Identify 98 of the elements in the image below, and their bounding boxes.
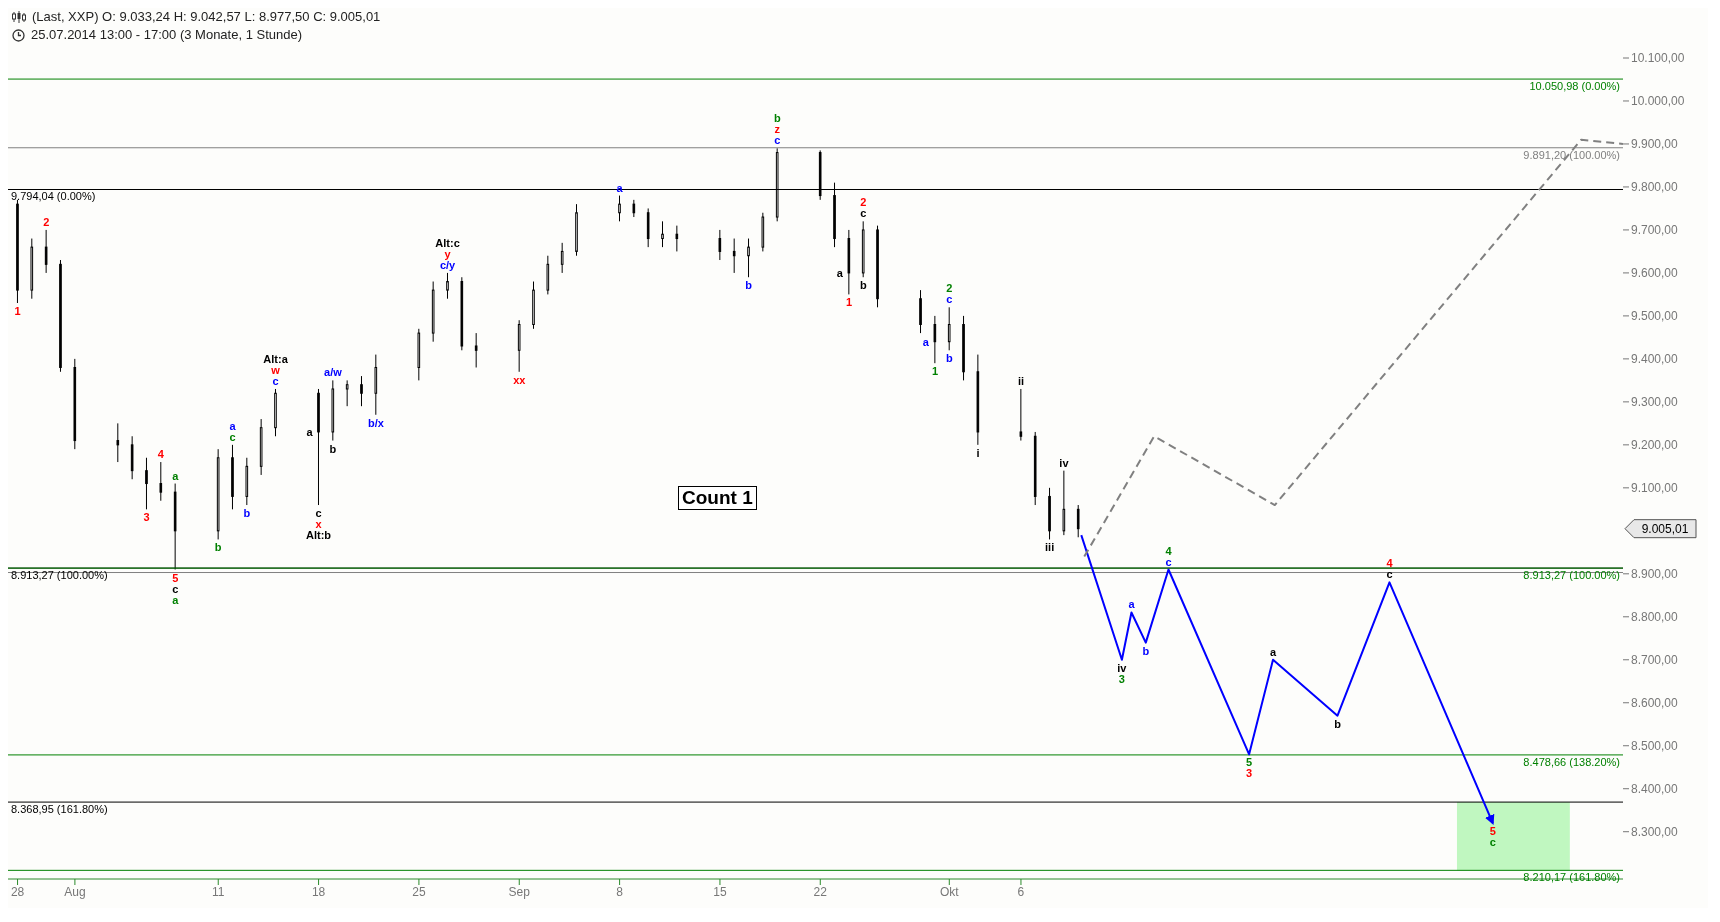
y-tick-label: 8.600,00 xyxy=(1631,696,1679,711)
annotation: c xyxy=(1489,836,1496,849)
annotation: 2 xyxy=(946,282,953,295)
annotation: a xyxy=(172,593,180,606)
ref-line-label: 8.478,66 (138.20%) xyxy=(1523,755,1620,768)
annotation: 3 xyxy=(1118,672,1125,685)
x-tick-label: 11 xyxy=(212,884,225,899)
annotation: a xyxy=(836,266,844,279)
annotation: a xyxy=(1128,598,1136,611)
y-tick-label: 8.900,00 xyxy=(1631,567,1679,582)
annotation: b xyxy=(773,112,781,125)
annotation: b xyxy=(859,279,867,292)
annotation: 4 xyxy=(1165,544,1173,557)
text: 9.005,01 xyxy=(1641,521,1689,536)
annotation: iv xyxy=(1059,456,1070,469)
annotation: 1 xyxy=(14,305,21,318)
annotation: 2 xyxy=(860,196,867,209)
ref-line-label: 8.210,17 (161.80%) xyxy=(1523,871,1620,884)
chart-title: (Last, XXP) O: 9.033,24 H: 9.042,57 L: 8.977,50 C: 9.005,01 xyxy=(32,8,381,26)
ref-line-label: 10.050,98 (0.00%) xyxy=(1529,79,1620,92)
annotation: b/x xyxy=(367,416,385,429)
y-tick-label: 10.100,00 xyxy=(1631,51,1685,66)
y-tick-label: 9.700,00 xyxy=(1631,223,1679,238)
annotation: y xyxy=(444,247,452,260)
annotation: a xyxy=(922,335,930,348)
annotation: b xyxy=(214,541,222,554)
annotation: c xyxy=(229,430,236,443)
y-tick-label: 8.500,00 xyxy=(1631,739,1679,754)
annotation: a xyxy=(306,425,314,438)
ref-line-label: 8.368,95 (161.80%) xyxy=(11,802,108,815)
annotation: 1 xyxy=(931,365,939,378)
y-tick-label: 8.800,00 xyxy=(1631,610,1679,625)
x-tick-label: Okt xyxy=(939,884,960,899)
x-tick-label: 22 xyxy=(813,884,828,899)
y-tick-label: 9.400,00 xyxy=(1631,352,1679,367)
annotation: 4 xyxy=(157,448,165,461)
annotation: iv xyxy=(1117,661,1128,674)
annotation: 3 xyxy=(1246,767,1253,780)
annotation: a xyxy=(229,419,237,432)
y-tick-label: 8.300,00 xyxy=(1631,824,1679,839)
annotation: c xyxy=(860,207,867,220)
x-tick-label: 8 xyxy=(616,884,624,899)
annotation: c xyxy=(946,293,953,306)
annotation: b xyxy=(945,352,953,365)
annotation: b xyxy=(745,279,753,292)
annotation: a xyxy=(172,469,180,482)
annotation: b xyxy=(329,442,337,455)
x-tick-label: 15 xyxy=(713,884,727,899)
annotation: Alt:c xyxy=(435,236,460,249)
annotation: Alt:a xyxy=(263,352,289,365)
annotation: 5 xyxy=(172,571,179,584)
annotation: c xyxy=(272,374,279,387)
ref-line-label: 8.913,27 (100.00%) xyxy=(11,568,108,581)
annotation: a/w xyxy=(324,366,343,379)
y-tick-label: 8.700,00 xyxy=(1631,653,1679,668)
annotation: b xyxy=(1334,717,1342,730)
annotation: 1 xyxy=(845,296,853,309)
annotation: c xyxy=(1165,555,1172,568)
annotation: b xyxy=(1142,644,1150,657)
chart-subtitle: 25.07.2014 13:00 - 17:00 (3 Monate, 1 Stunde) xyxy=(31,26,303,44)
annotation: c xyxy=(774,134,781,147)
annotation: x xyxy=(315,518,323,531)
annotation: i xyxy=(976,446,980,459)
x-tick-label: Sep xyxy=(508,884,531,899)
ref-line-label: 9.794,04 (0.00%) xyxy=(11,190,96,203)
y-tick-label: 9.800,00 xyxy=(1631,180,1679,195)
annotation: w xyxy=(270,363,281,376)
annotation: a xyxy=(1269,645,1277,658)
y-tick-label: 8.400,00 xyxy=(1631,781,1679,796)
annotation: 5 xyxy=(1246,756,1253,769)
annotation: xx xyxy=(513,373,527,386)
annotation: 4 xyxy=(1386,557,1394,570)
x-tick-label: 25 xyxy=(412,884,426,899)
annotation: ii xyxy=(1017,374,1025,387)
annotation: z xyxy=(774,123,781,136)
annotation: 2 xyxy=(43,215,50,228)
annotation: 3 xyxy=(143,511,150,524)
annotation: c xyxy=(172,582,179,595)
y-tick-label: 10.000,00 xyxy=(1631,94,1685,109)
annotation: iii xyxy=(1045,541,1055,554)
ref-line-label: 8.913,27 (100.00%) xyxy=(1523,568,1620,581)
ref-line-label: 9.891,20 (100.00%) xyxy=(1523,148,1620,161)
annotation: Count 1 xyxy=(678,486,757,510)
x-tick-label: 18 xyxy=(311,884,326,899)
annotation: 5 xyxy=(1489,825,1496,838)
annotation: b xyxy=(243,507,251,520)
y-tick-label: 9.900,00 xyxy=(1631,137,1679,152)
annotation: c xyxy=(1386,568,1393,581)
y-tick-label: 9.500,00 xyxy=(1631,309,1679,324)
x-tick-label: 6 xyxy=(1017,884,1025,899)
y-tick-label: 9.100,00 xyxy=(1631,481,1679,496)
y-tick-label: 9.300,00 xyxy=(1631,395,1679,410)
x-tick-label: Aug xyxy=(64,884,86,899)
annotation: c xyxy=(315,507,322,520)
x-tick-label: 28 xyxy=(10,884,25,899)
annotation: Alt:b xyxy=(306,529,332,542)
y-tick-label: 9.600,00 xyxy=(1631,266,1679,281)
y-tick-label: 9.200,00 xyxy=(1631,438,1679,453)
